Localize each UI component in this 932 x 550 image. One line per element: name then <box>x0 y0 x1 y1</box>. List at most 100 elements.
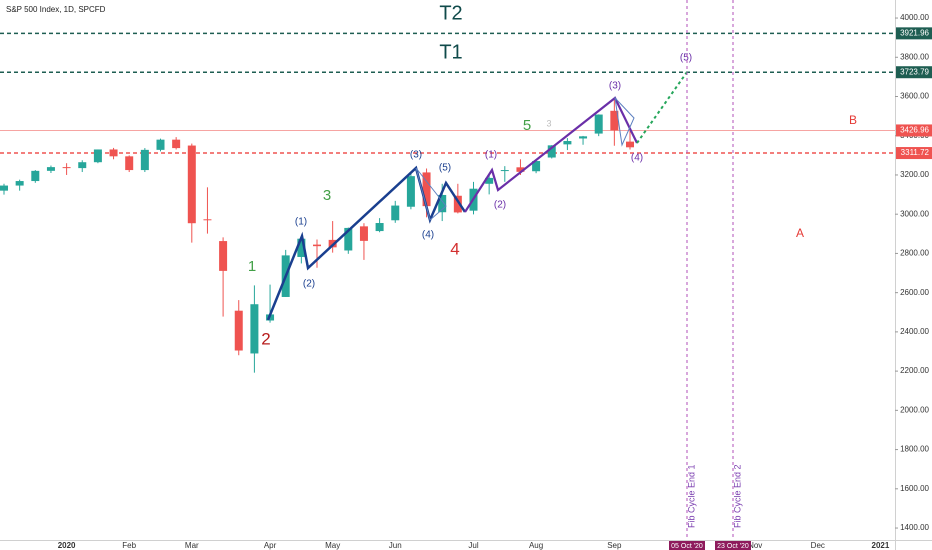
wave-label: T1 <box>439 41 462 63</box>
x-tick-label: Sep <box>607 541 622 550</box>
y-tick-label: 2000.00 <box>900 405 929 414</box>
candle-body <box>563 141 572 145</box>
wave-drawings <box>266 71 688 321</box>
wave-label: T2 <box>439 2 462 24</box>
wave-label: 3 <box>546 118 551 128</box>
candle-body <box>594 114 603 134</box>
candle-body <box>219 241 228 271</box>
candle-body <box>297 238 306 257</box>
candle-body <box>156 139 165 150</box>
level-label-box <box>896 124 932 137</box>
y-tick-label: 2400.00 <box>900 327 929 336</box>
level-label-box <box>896 66 932 79</box>
x-tick-label: 2020 <box>58 541 76 550</box>
x-tick-label: Aug <box>529 541 543 550</box>
wave-label: (2) <box>494 200 506 211</box>
wave-label: (3) <box>410 150 422 161</box>
wave-label: (4) <box>422 230 434 241</box>
candle-body <box>610 110 619 131</box>
candle-body <box>626 141 634 148</box>
y-tick-label: 3200.00 <box>900 170 929 179</box>
candle-body <box>485 177 494 184</box>
wave-label: (1) <box>485 150 497 161</box>
wave-label: 5 <box>523 117 531 134</box>
candle-body <box>93 149 102 163</box>
candle-body <box>500 170 509 172</box>
y-tick-label: 3800.00 <box>900 52 929 61</box>
candle-body <box>547 145 556 158</box>
x-tick-label: 2021 <box>872 541 890 550</box>
wave-label: 1 <box>248 258 256 275</box>
candle-body <box>391 205 400 221</box>
candle-body <box>0 185 8 191</box>
level-label: 3921.96 <box>900 28 929 37</box>
chart-title: S&P 500 Index, 1D, SPCFD <box>6 5 106 14</box>
candle-body <box>516 167 525 172</box>
marker-label: 05 Oct '20 <box>671 543 703 550</box>
wave-label: (5) <box>680 53 692 64</box>
y-tick-label: 2600.00 <box>900 288 929 297</box>
purple-wave <box>464 96 638 213</box>
marker-note: Fib Cycle End 2 <box>732 464 742 528</box>
wave-label: B <box>849 113 857 127</box>
y-tick-label: 1400.00 <box>900 523 929 532</box>
marker-label-box <box>715 541 751 550</box>
x-tick-label: Apr <box>264 541 277 550</box>
candle-body <box>250 304 259 354</box>
wave-label: (2) <box>303 279 315 290</box>
marker-label-box <box>669 541 705 550</box>
candle-body <box>438 194 447 213</box>
candle-body <box>313 244 321 247</box>
wave-label: 2 <box>261 329 270 348</box>
candle-body <box>406 176 415 207</box>
y-tick-label: 2200.00 <box>900 366 929 375</box>
wave-label: (4) <box>631 153 643 164</box>
y-tick-label: 1800.00 <box>900 445 929 454</box>
x-tick-label: Jun <box>389 541 402 550</box>
y-tick-label: 2800.00 <box>900 249 929 258</box>
y-tick-label: 4000.00 <box>900 13 929 22</box>
level-label: 3311.72 <box>901 148 930 157</box>
y-tick-label: 3000.00 <box>900 209 929 218</box>
x-tick-label: Nov <box>748 541 762 550</box>
candle-body <box>78 162 87 169</box>
level-label: 3426.96 <box>900 126 929 135</box>
candle-body <box>62 167 71 169</box>
wave-label: (3) <box>609 81 621 92</box>
level-label-box <box>896 147 932 160</box>
candle-body <box>234 310 243 351</box>
wave-label: 4 <box>450 239 459 258</box>
wave-label: A <box>796 226 804 240</box>
level-label: 3723.79 <box>900 67 929 76</box>
candle-body <box>125 156 134 171</box>
candle-body <box>453 195 462 213</box>
candle-body <box>344 227 353 251</box>
candle-body <box>532 161 541 172</box>
wave-label: (5) <box>439 163 451 174</box>
candle-body <box>31 170 40 182</box>
candle-body <box>359 226 368 241</box>
marker-label: 23 Oct '20 <box>717 543 749 550</box>
candle-body <box>187 145 196 224</box>
candle-body <box>46 167 55 171</box>
y-tick-label: 1600.00 <box>900 484 929 493</box>
wave-label: 3 <box>323 187 331 204</box>
wave-label: (1) <box>295 217 307 228</box>
candle-body <box>140 149 149 171</box>
marker-note: Fib Cycle End 1 <box>686 464 696 528</box>
x-tick-label: Dec <box>811 541 825 550</box>
y-tick-label: 3600.00 <box>900 92 929 101</box>
x-tick-label: May <box>325 541 340 550</box>
projection <box>636 71 688 144</box>
candle-body <box>579 136 588 139</box>
candle-body <box>172 139 181 149</box>
candle-body <box>375 223 384 232</box>
x-tick-label: Mar <box>185 541 199 550</box>
candle-body <box>422 172 431 207</box>
candle-body <box>15 181 24 186</box>
blue-triangle <box>415 167 447 221</box>
candle-body <box>109 149 118 157</box>
x-tick-label: Jul <box>468 541 478 550</box>
